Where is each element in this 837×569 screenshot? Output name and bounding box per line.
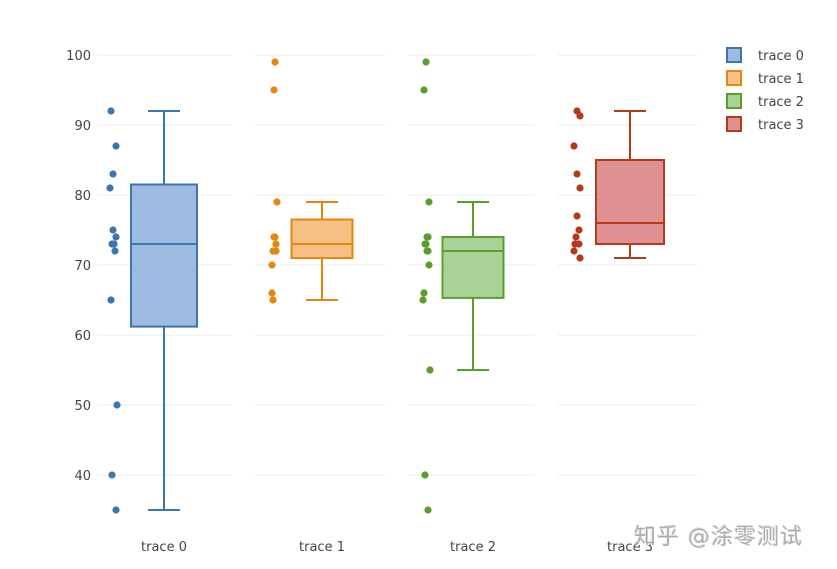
data-point[interactable]: [269, 296, 277, 304]
legend-swatch-icon: [726, 47, 742, 63]
data-point[interactable]: [112, 142, 120, 150]
data-point[interactable]: [576, 184, 584, 192]
legend-item-trace-1[interactable]: trace 1: [726, 70, 804, 87]
data-point[interactable]: [572, 233, 580, 241]
data-point[interactable]: [268, 261, 276, 269]
y-tick-label: 80: [74, 189, 91, 204]
data-point[interactable]: [570, 247, 578, 255]
y-tick-label: 40: [74, 469, 91, 484]
data-point[interactable]: [108, 240, 116, 248]
data-point[interactable]: [424, 506, 432, 514]
data-point[interactable]: [108, 471, 116, 479]
x-tick-label: trace 3: [607, 540, 653, 555]
legend-label: trace 2: [758, 95, 804, 110]
legend-item-trace-2[interactable]: trace 2: [726, 93, 804, 110]
legend-item-trace-0[interactable]: trace 0: [726, 47, 804, 64]
data-point[interactable]: [421, 471, 429, 479]
data-point[interactable]: [272, 240, 280, 248]
x-tick-label: trace 1: [299, 540, 345, 555]
legend-swatch-icon: [726, 70, 742, 86]
legend-item-trace-3[interactable]: trace 3: [726, 116, 804, 133]
data-point[interactable]: [112, 233, 120, 241]
data-point[interactable]: [425, 198, 433, 206]
data-point[interactable]: [422, 58, 430, 66]
data-point[interactable]: [419, 296, 427, 304]
y-tick-label: 70: [74, 259, 91, 274]
data-point[interactable]: [271, 58, 279, 66]
legend-label: trace 1: [758, 72, 804, 87]
data-point[interactable]: [268, 289, 276, 297]
data-point[interactable]: [273, 198, 281, 206]
legend-label: trace 3: [758, 118, 804, 133]
box-trace-0[interactable]: [106, 107, 198, 514]
iqr-box[interactable]: [130, 183, 198, 328]
data-point[interactable]: [271, 233, 279, 241]
data-point[interactable]: [107, 296, 115, 304]
data-point[interactable]: [576, 112, 584, 120]
y-tick-label: 60: [74, 329, 91, 344]
data-point[interactable]: [420, 289, 428, 297]
x-tick-label: trace 0: [141, 540, 187, 555]
data-point[interactable]: [425, 261, 433, 269]
box-trace-3[interactable]: [570, 107, 665, 262]
data-point[interactable]: [576, 254, 584, 262]
data-point[interactable]: [111, 247, 119, 255]
iqr-box[interactable]: [595, 159, 665, 245]
y-tick-label: 50: [74, 399, 91, 414]
legend: trace 0 trace 1 trace 2 trace 3: [726, 47, 804, 133]
data-point[interactable]: [112, 506, 120, 514]
data-point[interactable]: [109, 170, 117, 178]
data-point[interactable]: [420, 86, 428, 94]
data-point[interactable]: [573, 212, 581, 220]
data-point[interactable]: [106, 184, 114, 192]
data-point[interactable]: [113, 401, 121, 409]
data-point[interactable]: [270, 86, 278, 94]
data-point[interactable]: [424, 247, 432, 255]
iqr-box[interactable]: [441, 236, 505, 299]
iqr-box[interactable]: [290, 218, 354, 259]
data-point[interactable]: [422, 240, 430, 248]
x-axis: trace 0 trace 1 trace 2 trace 3: [141, 540, 653, 555]
data-point[interactable]: [575, 226, 583, 234]
data-point[interactable]: [423, 233, 431, 241]
data-point[interactable]: [426, 366, 434, 374]
watermark: 知乎 @涂零测试: [634, 525, 803, 550]
data-point[interactable]: [570, 142, 578, 150]
box-traces: [106, 58, 665, 514]
legend-swatch-icon: [726, 116, 742, 132]
legend-swatch-icon: [726, 93, 742, 109]
y-tick-label: 90: [74, 119, 91, 134]
data-point[interactable]: [575, 240, 583, 248]
data-point[interactable]: [573, 170, 581, 178]
data-point[interactable]: [272, 247, 280, 255]
data-point[interactable]: [107, 107, 115, 115]
x-tick-label: trace 2: [450, 540, 496, 555]
y-axis: 100 90 80 70 60 50 40: [66, 49, 91, 484]
box-trace-2[interactable]: [419, 58, 505, 514]
data-point[interactable]: [109, 226, 117, 234]
y-tick-label: 100: [66, 49, 91, 64]
legend-label: trace 0: [758, 49, 804, 64]
box-trace-1[interactable]: [268, 58, 354, 304]
